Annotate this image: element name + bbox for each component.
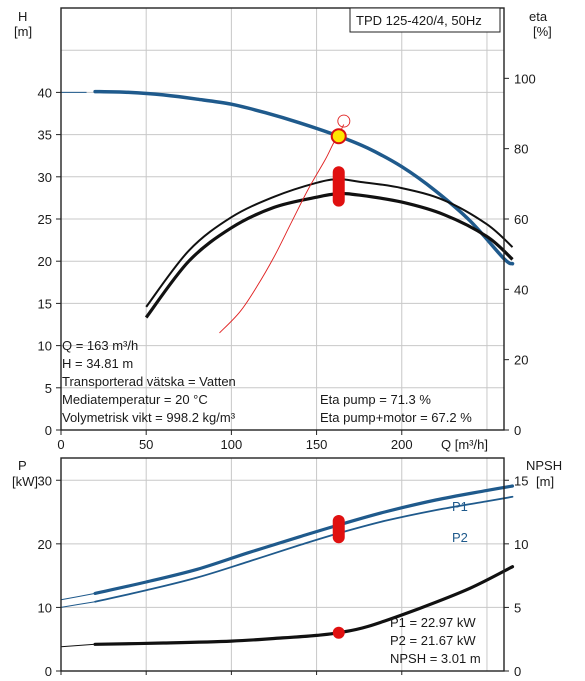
eta-axis-label: eta <box>529 9 548 24</box>
p2-series-label: P2 <box>452 530 468 545</box>
flow-tick-label: 0 <box>57 437 64 452</box>
bottom-grid <box>61 458 504 671</box>
head-tick-label: 10 <box>38 339 52 354</box>
power-tick-label: 10 <box>38 600 52 615</box>
annotation-eta-total: Eta pump+motor = 67.2 % <box>320 410 472 425</box>
flow-axis-label: Q [m³/h] <box>441 437 488 452</box>
top-ticks: 0 5 10 15 20 25 30 35 40 0 20 40 60 80 100 0 50 100 150 200 <box>38 71 536 452</box>
operating-info-left: Q = 163 m³/h H = 34.81 m Transporterad v… <box>62 338 236 425</box>
annotation-eta-pump: Eta pump = 71.3 % <box>320 392 431 407</box>
p1-curve-guide <box>60 592 96 601</box>
head-tick-label: 5 <box>45 381 52 396</box>
power-npsh-panel: 0 10 20 30 0 5 10 15 P [kW] NPSH [m] P1 P2 P1 =… <box>12 457 562 679</box>
eta-total-curve <box>144 191 514 319</box>
npsh-curve-guide <box>60 643 96 648</box>
eta-tick-label: 60 <box>514 212 528 227</box>
power-tick-label: 20 <box>38 537 52 552</box>
head-tick-label: 0 <box>45 423 52 438</box>
annotation-p1: P1 = 22.97 kW <box>390 615 476 630</box>
system-curve-end-marker <box>337 114 351 128</box>
annotation-liquid: Transporterad vätska = Vatten <box>62 374 236 389</box>
head-efficiency-panel: 0 5 10 15 20 25 30 35 40 0 20 40 60 80 100 0 50 100 150 200… <box>14 7 552 452</box>
annotation-density: Volymetrisk vikt = 998.2 kg/m³ <box>62 410 236 425</box>
p2-curve-guide <box>60 601 96 608</box>
power-info: P1 = 22.97 kW P2 = 21.67 kW NPSH = 3.01 … <box>390 615 481 666</box>
npsh-curve <box>93 565 515 646</box>
head-tick-label: 15 <box>38 296 52 311</box>
annotation-q: Q = 163 m³/h <box>62 338 138 353</box>
eta-tick-label: 40 <box>514 282 528 297</box>
system-curve <box>219 124 345 334</box>
power-tick-label: 30 <box>38 473 52 488</box>
npsh-tick-label: 10 <box>514 537 528 552</box>
p1-series-label: P1 <box>452 499 468 514</box>
bottom-curves <box>60 484 515 648</box>
npsh-operating-point <box>332 626 345 639</box>
power-tick-label: 0 <box>45 664 52 679</box>
eta-axis-unit: [%] <box>533 24 552 39</box>
eta-tick-label: 100 <box>514 71 536 86</box>
title-box <box>349 7 501 33</box>
operating-info-right: Eta pump = 71.3 % Eta pump+motor = 67.2 … <box>320 392 472 425</box>
annotation-p2: P2 = 21.67 kW <box>390 633 476 648</box>
head-tick-label: 40 <box>38 85 52 100</box>
bottom-plot-frame <box>60 457 505 672</box>
npsh-tick-label: 5 <box>514 600 521 615</box>
p1-curve <box>93 484 515 595</box>
head-axis-label: H <box>18 9 27 24</box>
npsh-axis-label: NPSH <box>526 458 562 473</box>
head-tick-label: 35 <box>38 128 52 143</box>
power-axis-label: P <box>18 458 27 473</box>
npsh-tick-label: 0 <box>514 664 521 679</box>
p2-curve <box>94 495 514 603</box>
top-curves <box>61 89 515 334</box>
annotation-npsh: NPSH = 3.01 m <box>390 651 481 666</box>
head-curve <box>93 89 515 266</box>
head-tick-label: 25 <box>38 212 52 227</box>
chart-title: TPD 125-420/4, 50Hz <box>356 13 482 28</box>
flow-tick-label: 200 <box>391 437 413 452</box>
head-tick-label: 20 <box>38 254 52 269</box>
flow-tick-label: 100 <box>221 437 243 452</box>
head-axis-unit: [m] <box>14 24 32 39</box>
power-axis-unit: [kW] <box>12 474 38 489</box>
head-tick-label: 30 <box>38 170 52 185</box>
top-grid <box>61 8 504 430</box>
eta-tick-label: 80 <box>514 142 528 157</box>
flow-tick-label: 150 <box>306 437 328 452</box>
eta-pump-curve <box>145 178 514 308</box>
npsh-axis-unit: [m] <box>536 474 554 489</box>
bottom-ticks: 0 10 20 30 0 5 10 15 <box>38 473 529 679</box>
annotation-h: H = 34.81 m <box>62 356 133 371</box>
annotation-temperature: Mediatemperatur = 20 °C <box>62 392 208 407</box>
flow-tick-label: 50 <box>139 437 153 452</box>
eta-tick-label: 20 <box>514 353 528 368</box>
head-operating-point <box>330 128 347 145</box>
npsh-tick-label: 15 <box>514 473 528 488</box>
eta-tick-label: 0 <box>514 423 521 438</box>
